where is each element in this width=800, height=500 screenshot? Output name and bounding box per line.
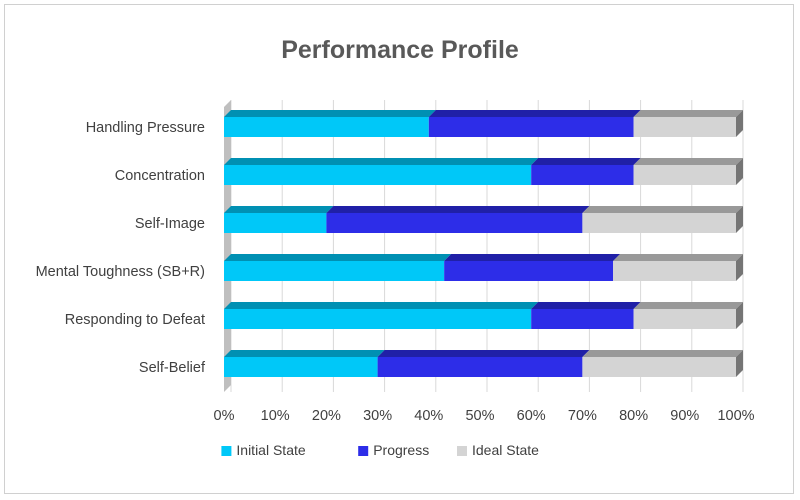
legend-label: Ideal State: [472, 442, 539, 458]
x-tick-label: 90%: [670, 408, 699, 424]
x-tick-label: 50%: [465, 408, 494, 424]
axis-wall: [224, 100, 231, 392]
bar-segment: [224, 213, 327, 233]
bars: [224, 110, 743, 377]
bar-top: [444, 254, 621, 261]
category-label: Responding to Defeat: [65, 312, 205, 328]
category-label: Self-Image: [135, 216, 205, 232]
category-label: Self-Belief: [139, 360, 206, 376]
bar-end: [736, 254, 743, 281]
bar-top: [224, 206, 334, 213]
bar-segment: [444, 261, 614, 281]
bar-top: [224, 350, 385, 357]
chart-title: Performance Profile: [281, 36, 519, 64]
bar-segment: [633, 165, 736, 185]
bar-segment: [377, 357, 583, 377]
bar-segment: [633, 117, 736, 137]
legend: Initial State Progress Ideal State: [221, 442, 539, 458]
bar-top: [224, 254, 452, 261]
x-tick-label: 30%: [363, 408, 392, 424]
category-label: Concentration: [115, 168, 205, 184]
legend-label: Initial State: [236, 442, 305, 458]
bar-segment: [224, 357, 378, 377]
bar-segment: [428, 117, 634, 137]
x-tick-label: 0%: [214, 408, 235, 424]
bar-segment: [582, 213, 736, 233]
x-tick-label: 60%: [517, 408, 546, 424]
bar-top: [531, 158, 641, 165]
bar-segment: [224, 309, 532, 329]
bar-top: [377, 350, 590, 357]
bar-top: [326, 206, 590, 213]
x-tick-label: 70%: [568, 408, 597, 424]
bar-segment: [633, 309, 736, 329]
bar-segment: [224, 117, 429, 137]
category-labels: Handling Pressure Concentration Self-Image…: [36, 120, 206, 376]
x-tick-label: 20%: [312, 408, 341, 424]
bar-end: [736, 350, 743, 377]
x-tick-label: 10%: [261, 408, 290, 424]
legend-swatch: [457, 446, 467, 456]
bar-segment: [613, 261, 736, 281]
bar-segment: [224, 261, 445, 281]
legend-swatch: [358, 446, 369, 456]
legend-label: Progress: [373, 442, 429, 458]
bar-top: [224, 110, 436, 117]
bar-end: [736, 206, 743, 233]
bar-top: [224, 158, 539, 165]
bar-end: [736, 110, 743, 137]
x-tick-label: 100%: [717, 408, 754, 424]
x-tick-label: 80%: [619, 408, 648, 424]
bar-segment: [531, 165, 634, 185]
x-axis-tick-labels: 0% 10% 20% 30% 40% 50% 60% 70% 80% 90% 100%: [214, 408, 755, 424]
bar-top: [224, 302, 539, 309]
bar-segment: [582, 357, 736, 377]
legend-swatch: [221, 446, 232, 456]
bar-end: [736, 158, 743, 185]
bar-top: [582, 206, 743, 213]
bar-segment: [531, 309, 634, 329]
chart-area: [4, 4, 794, 494]
bar-top: [633, 158, 743, 165]
category-label: Handling Pressure: [86, 120, 205, 136]
bar-segment: [326, 213, 583, 233]
bar-top: [582, 350, 743, 357]
bar-top: [613, 254, 743, 261]
axis-wall-side: [224, 100, 231, 392]
category-label: Mental Toughness (SB+R): [36, 264, 205, 280]
bar-top: [633, 110, 743, 117]
bar-top: [428, 110, 641, 117]
x-tick-label: 40%: [414, 408, 443, 424]
gridlines: [230, 100, 744, 392]
bar-segment: [224, 165, 532, 185]
bar-top: [531, 302, 641, 309]
bar-top: [633, 302, 743, 309]
bar-end: [736, 302, 743, 329]
